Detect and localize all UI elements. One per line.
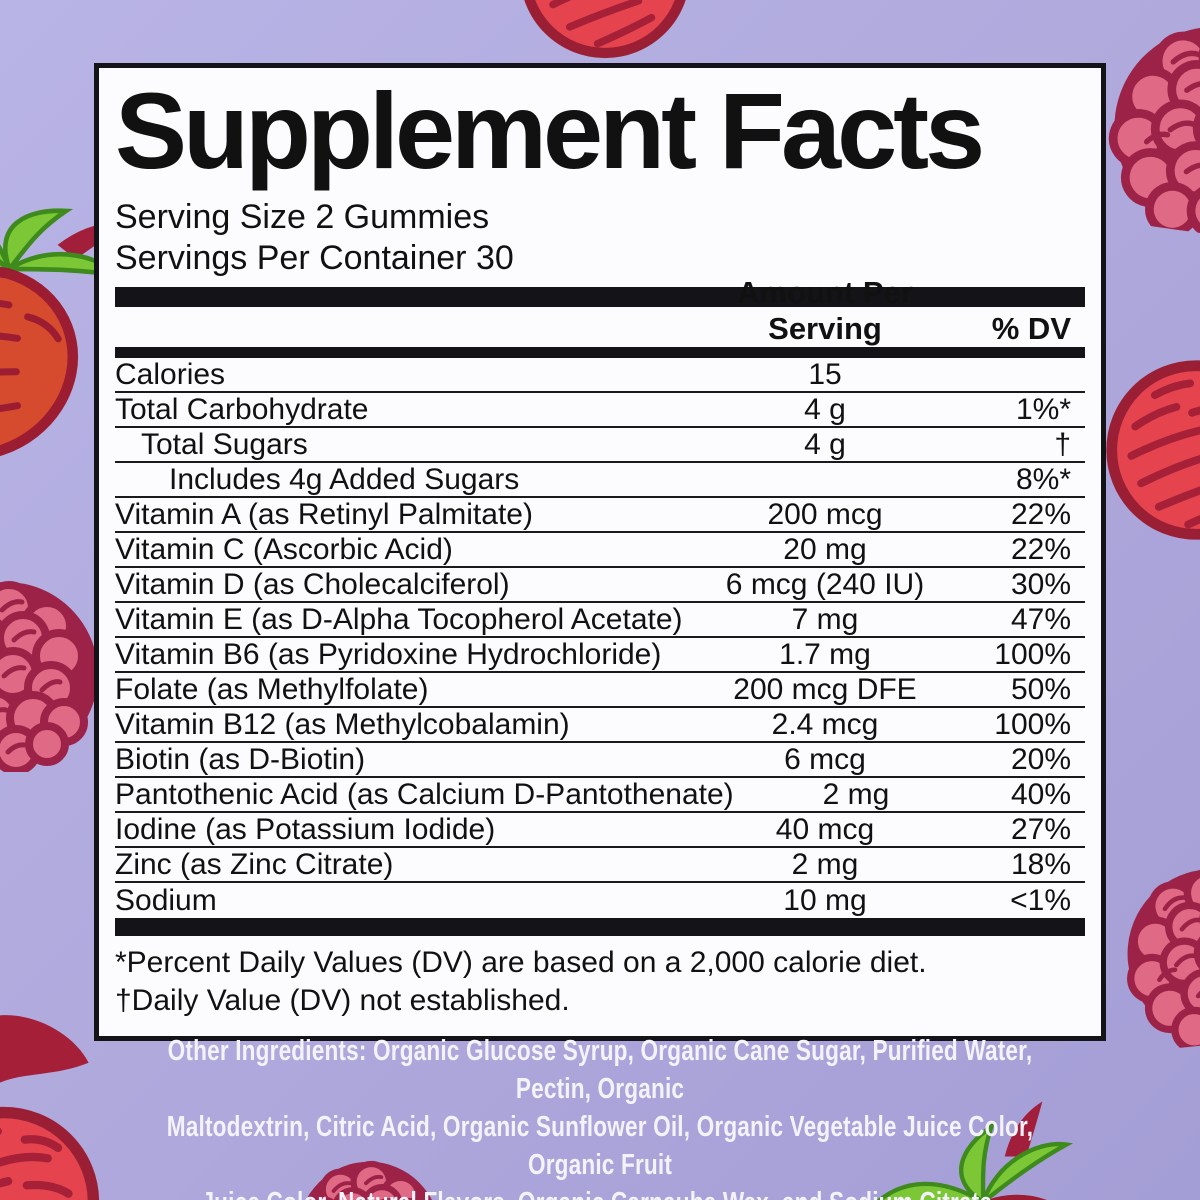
footnote-dagger: †Daily Value (DV) not established. (115, 983, 570, 1017)
nutrient-dv: 100% (994, 707, 1071, 741)
nutrient-name: Biotin (as D-Biotin) (115, 742, 366, 776)
table-row: Vitamin B6 (as Pyridoxine Hydrochloride)… (115, 638, 1085, 673)
nutrient-name: Vitamin A (as Retinyl Palmitate) (115, 497, 533, 531)
table-row: Zinc (as Zinc Citrate) 2 mg 18% (115, 848, 1085, 883)
table-row: Calories 15 (115, 358, 1085, 393)
nutrient-dv: 30% (1010, 567, 1071, 601)
amount-per-serving-header: Amount Per Serving (737, 274, 913, 346)
serving-size: Serving Size 2 Gummies (115, 197, 490, 236)
nutrient-name: Vitamin B12 (as Methylcobalamin) (115, 707, 570, 741)
nutrient-dv: 1%* (1015, 392, 1071, 426)
nutrient-name: Iodine (as Potassium Iodide) (115, 812, 496, 846)
table-row: Biotin (as D-Biotin) 6 mcg 20% (115, 743, 1085, 778)
serving-info: Serving Size 2 Gummies Servings Per Cont… (115, 197, 1085, 279)
supplement-facts-panel: Supplement Facts Serving Size 2 Gummies … (94, 63, 1106, 1041)
nutrient-amount: 6 mcg (784, 742, 866, 776)
nutrient-amount: 2.4 mcg (771, 707, 879, 741)
nutrient-name: Zinc (as Zinc Citrate) (115, 847, 394, 881)
nutrient-name: Total Sugars (141, 427, 308, 461)
other-ingredients-line: Other Ingredients: Organic Glucose Syrup… (167, 1035, 1033, 1105)
nutrient-amount: 7 mg (791, 602, 859, 636)
nutrient-name: Folate (as Methylfolate) (115, 672, 429, 706)
nutrient-amount: 40 mcg (775, 812, 875, 846)
table-row: Vitamin A (as Retinyl Palmitate) 200 mcg… (115, 498, 1085, 533)
nutrient-name: Vitamin E (as D-Alpha Tocopherol Acetate… (115, 602, 683, 636)
nutrient-amount: 20 mg (783, 532, 867, 566)
table-row: Includes 4g Added Sugars 8%* (115, 463, 1085, 498)
table-row: Vitamin D (as Cholecalciferol) 6 mcg (24… (115, 568, 1085, 603)
nutrient-dv: 27% (1010, 812, 1071, 846)
nutrient-amount: 200 mcg DFE (733, 672, 917, 706)
nutrient-dv: 47% (1010, 602, 1071, 636)
nutrient-dv: <1% (1010, 883, 1071, 917)
red-berry-illustration-bottom-left (0, 1098, 108, 1200)
nutrient-name: Pantothenic Acid (as Calcium D-Pantothen… (115, 777, 734, 811)
nutrient-amount: 6 mcg (240 IU) (725, 567, 925, 601)
other-ingredients-text: Other Ingredients: Organic Glucose Syrup… (132, 1032, 1068, 1200)
nutrient-name: Includes 4g Added Sugars (169, 462, 520, 496)
nutrient-name: Total Carbohydrate (115, 392, 369, 426)
percent-dv-header: % DV (991, 310, 1071, 346)
table-row: Vitamin B12 (as Methylcobalamin) 2.4 mcg… (115, 708, 1085, 743)
nutrient-table: Calories 15 Total Carbohydrate 4 g 1%* T… (115, 358, 1085, 918)
nutrient-dv: 50% (1010, 672, 1071, 706)
panel-title: Supplement Facts (115, 70, 985, 191)
nutrient-amount: 200 mcg (767, 497, 883, 531)
nutrient-dv: 22% (1010, 532, 1071, 566)
nutrient-dv: 100% (994, 637, 1071, 671)
raspberry-illustration-left (0, 572, 106, 772)
raspberry-illustration-right-lower (1111, 851, 1200, 1053)
divider-bar-top (115, 286, 1085, 307)
table-row: Vitamin E (as D-Alpha Tocopherol Acetate… (115, 603, 1085, 638)
nutrient-name: Calories (115, 357, 226, 391)
table-row: Iodine (as Potassium Iodide) 40 mcg 27% (115, 813, 1085, 848)
divider-bar-bottom (115, 917, 1085, 936)
nutrient-amount: 2 mg (822, 777, 890, 811)
nutrient-dv: 8%* (1015, 462, 1071, 496)
nutrient-amount: 4 g (804, 392, 846, 426)
footnote-daily-values: *Percent Daily Values (DV) are based on … (115, 945, 927, 979)
raspberry-illustration-top-right (1092, 2, 1200, 248)
nutrient-name: Vitamin D (as Cholecalciferol) (115, 567, 510, 601)
nutrient-dv: 22% (1010, 497, 1071, 531)
nutrient-amount: 15 (808, 357, 842, 391)
footnotes: *Percent Daily Values (DV) are based on … (115, 936, 1085, 1030)
nutrient-amount: 10 mg (783, 883, 867, 917)
nutrient-dv: 40% (1010, 777, 1071, 811)
nutrient-dv: 18% (1010, 847, 1071, 881)
nutrient-dv: † (1054, 427, 1071, 461)
table-row: Total Carbohydrate 4 g 1%* (115, 393, 1085, 428)
nutrient-dv: 20% (1010, 742, 1071, 776)
nutrient-amount: 4 g (804, 427, 846, 461)
nutrient-name: Vitamin C (Ascorbic Acid) (115, 532, 453, 566)
red-leaf-illustration-bottom-left (0, 1006, 94, 1098)
table-row: Folate (as Methylfolate) 200 mcg DFE 50% (115, 673, 1085, 708)
nutrient-amount: 1.7 mg (779, 637, 871, 671)
divider-bar-header (115, 346, 1085, 358)
other-ingredients-line: Maltodextrin, Citric Acid, Organic Sunfl… (166, 1111, 1034, 1181)
table-row: Pantothenic Acid (as Calcium D-Pantothen… (115, 778, 1085, 813)
table-row: Sodium 10 mg <1% (115, 883, 1085, 918)
table-row: Total Sugars 4 g † (115, 428, 1085, 463)
servings-per-container: Servings Per Container 30 (115, 238, 514, 277)
table-header-row: Amount Per Serving % DV (115, 275, 1085, 347)
other-ingredients-line: Juice Color, Natural Flavors, Organic Ca… (132, 1184, 1068, 1200)
nutrient-name: Vitamin B6 (as Pyridoxine Hydrochloride) (115, 637, 662, 671)
red-berry-illustration-right (1098, 352, 1200, 548)
red-berry-illustration-top (512, 0, 698, 66)
table-row: Vitamin C (Ascorbic Acid) 20 mg 22% (115, 533, 1085, 568)
nutrient-amount: 2 mg (791, 847, 859, 881)
nutrient-name: Sodium (115, 883, 217, 917)
